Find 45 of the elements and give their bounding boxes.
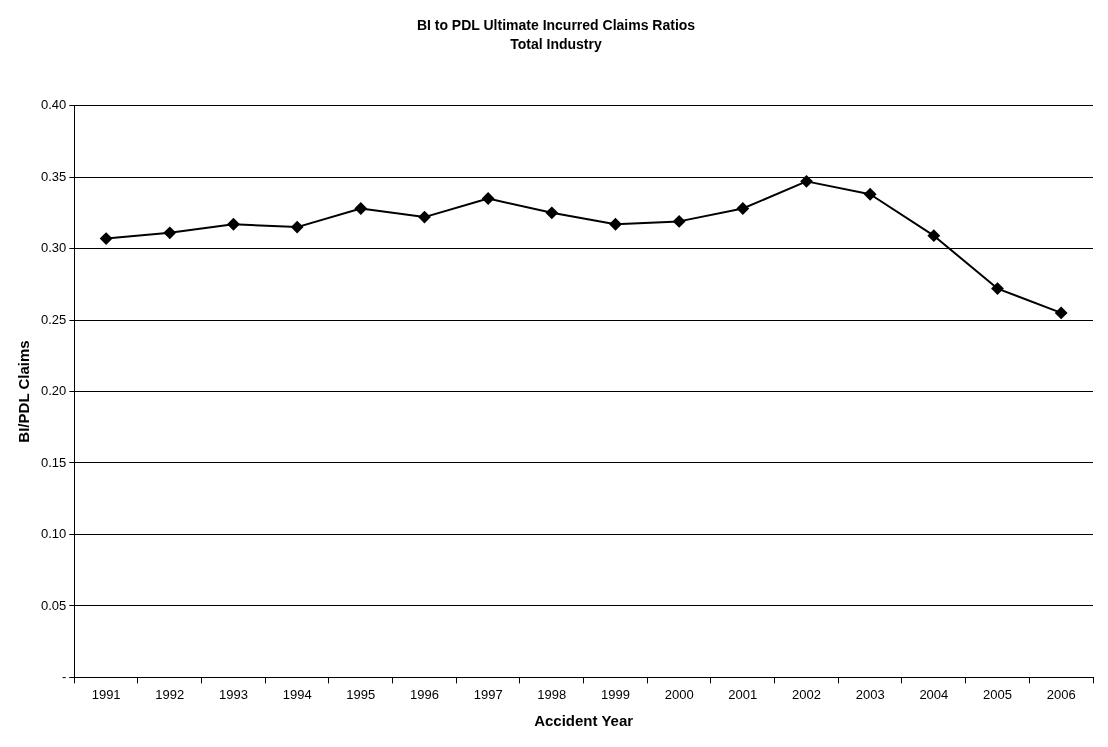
point: [418, 211, 431, 224]
x-tick-label: 1992: [155, 686, 185, 702]
x-tick-label: 2003: [855, 686, 885, 702]
y-tick-label: 0.40: [40, 97, 67, 113]
y-tick-label: 0.20: [40, 383, 67, 399]
point: [864, 188, 877, 201]
point: [800, 175, 813, 188]
y-tick-label: 0.25: [40, 311, 67, 327]
y-tick-label: 0.30: [40, 240, 67, 256]
x-tick-label: 1993: [219, 686, 248, 702]
y-tick-label: 0.10: [40, 526, 67, 542]
x-tick-label: 2005: [983, 686, 1012, 702]
chart-subtitle: Total Industry: [510, 36, 602, 53]
point: [673, 215, 686, 228]
point: [991, 282, 1004, 295]
x-axis-title: Accident Year: [534, 712, 634, 730]
point: [354, 202, 367, 215]
point: [291, 221, 304, 234]
point: [545, 206, 558, 219]
x-tick-label: 1994: [282, 686, 312, 702]
point: [163, 226, 176, 239]
point: [927, 229, 940, 242]
point: [227, 218, 240, 231]
x-tick-label: 2002: [792, 686, 821, 702]
point: [1055, 306, 1068, 319]
y-tick-label: 0.15: [40, 454, 67, 470]
x-tick-label: 1997: [473, 686, 503, 702]
x-tick-label: 2001: [728, 686, 758, 702]
point: [736, 202, 749, 215]
x-tick-label: 2004: [919, 686, 949, 702]
chart-title: BI to PDL Ultimate Incurred Claims Ratios: [416, 17, 696, 34]
x-tick-label: 1998: [537, 686, 567, 702]
x-tick-label: 1996: [410, 686, 439, 702]
y-tick-label: 0.05: [40, 597, 67, 613]
y-tick-label: -: [61, 668, 67, 684]
point: [609, 218, 622, 231]
x-tick-label: 2000: [664, 686, 694, 702]
y-tick-label: 0.35: [40, 168, 67, 184]
x-tick-label: 1999: [601, 686, 630, 702]
y-axis-title: BI/PDL Claims: [15, 340, 33, 443]
x-tick-label: 1995: [346, 686, 376, 702]
x-tick-label: 1991: [91, 686, 121, 702]
point: [482, 192, 495, 205]
point: [100, 232, 113, 245]
x-tick-label: 2006: [1046, 686, 1076, 702]
